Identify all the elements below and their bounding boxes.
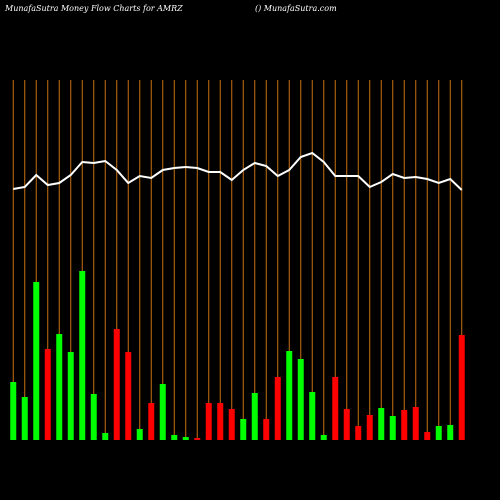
bar (274, 377, 281, 440)
bar (148, 403, 155, 440)
bar (297, 359, 304, 440)
bar (458, 335, 465, 440)
bar (217, 403, 224, 440)
bar (205, 403, 212, 440)
bar (44, 349, 51, 440)
bar (136, 429, 143, 440)
bar (125, 352, 132, 440)
bar (424, 432, 431, 440)
bar (263, 419, 270, 440)
bar (194, 438, 201, 440)
money-flow-line (13, 151, 463, 191)
bar (56, 334, 63, 440)
bar (435, 426, 442, 440)
bar (447, 425, 454, 440)
bar (10, 382, 17, 440)
bar (113, 329, 120, 440)
bar (159, 384, 166, 440)
bar (182, 437, 189, 440)
bar (90, 394, 97, 440)
bar (389, 416, 396, 440)
bar (355, 426, 362, 440)
bar (378, 408, 385, 440)
bar (240, 419, 247, 440)
bar (343, 409, 350, 440)
bar (21, 397, 28, 440)
bar (309, 392, 316, 440)
bar (228, 409, 235, 440)
bar (171, 435, 178, 440)
bar (286, 351, 293, 440)
bar (332, 377, 339, 440)
bar (79, 271, 86, 440)
bar (320, 435, 327, 440)
chart-title: MunafaSutra Money Flow Charts for AMRZ (4, 4, 183, 13)
chart-subtitle: () MunafaSutra.com (255, 4, 337, 13)
bar (412, 407, 419, 440)
bar (401, 410, 408, 440)
bar (33, 282, 40, 440)
bar (366, 415, 373, 440)
bar (102, 433, 109, 440)
bar (67, 352, 74, 440)
bar (251, 393, 258, 440)
